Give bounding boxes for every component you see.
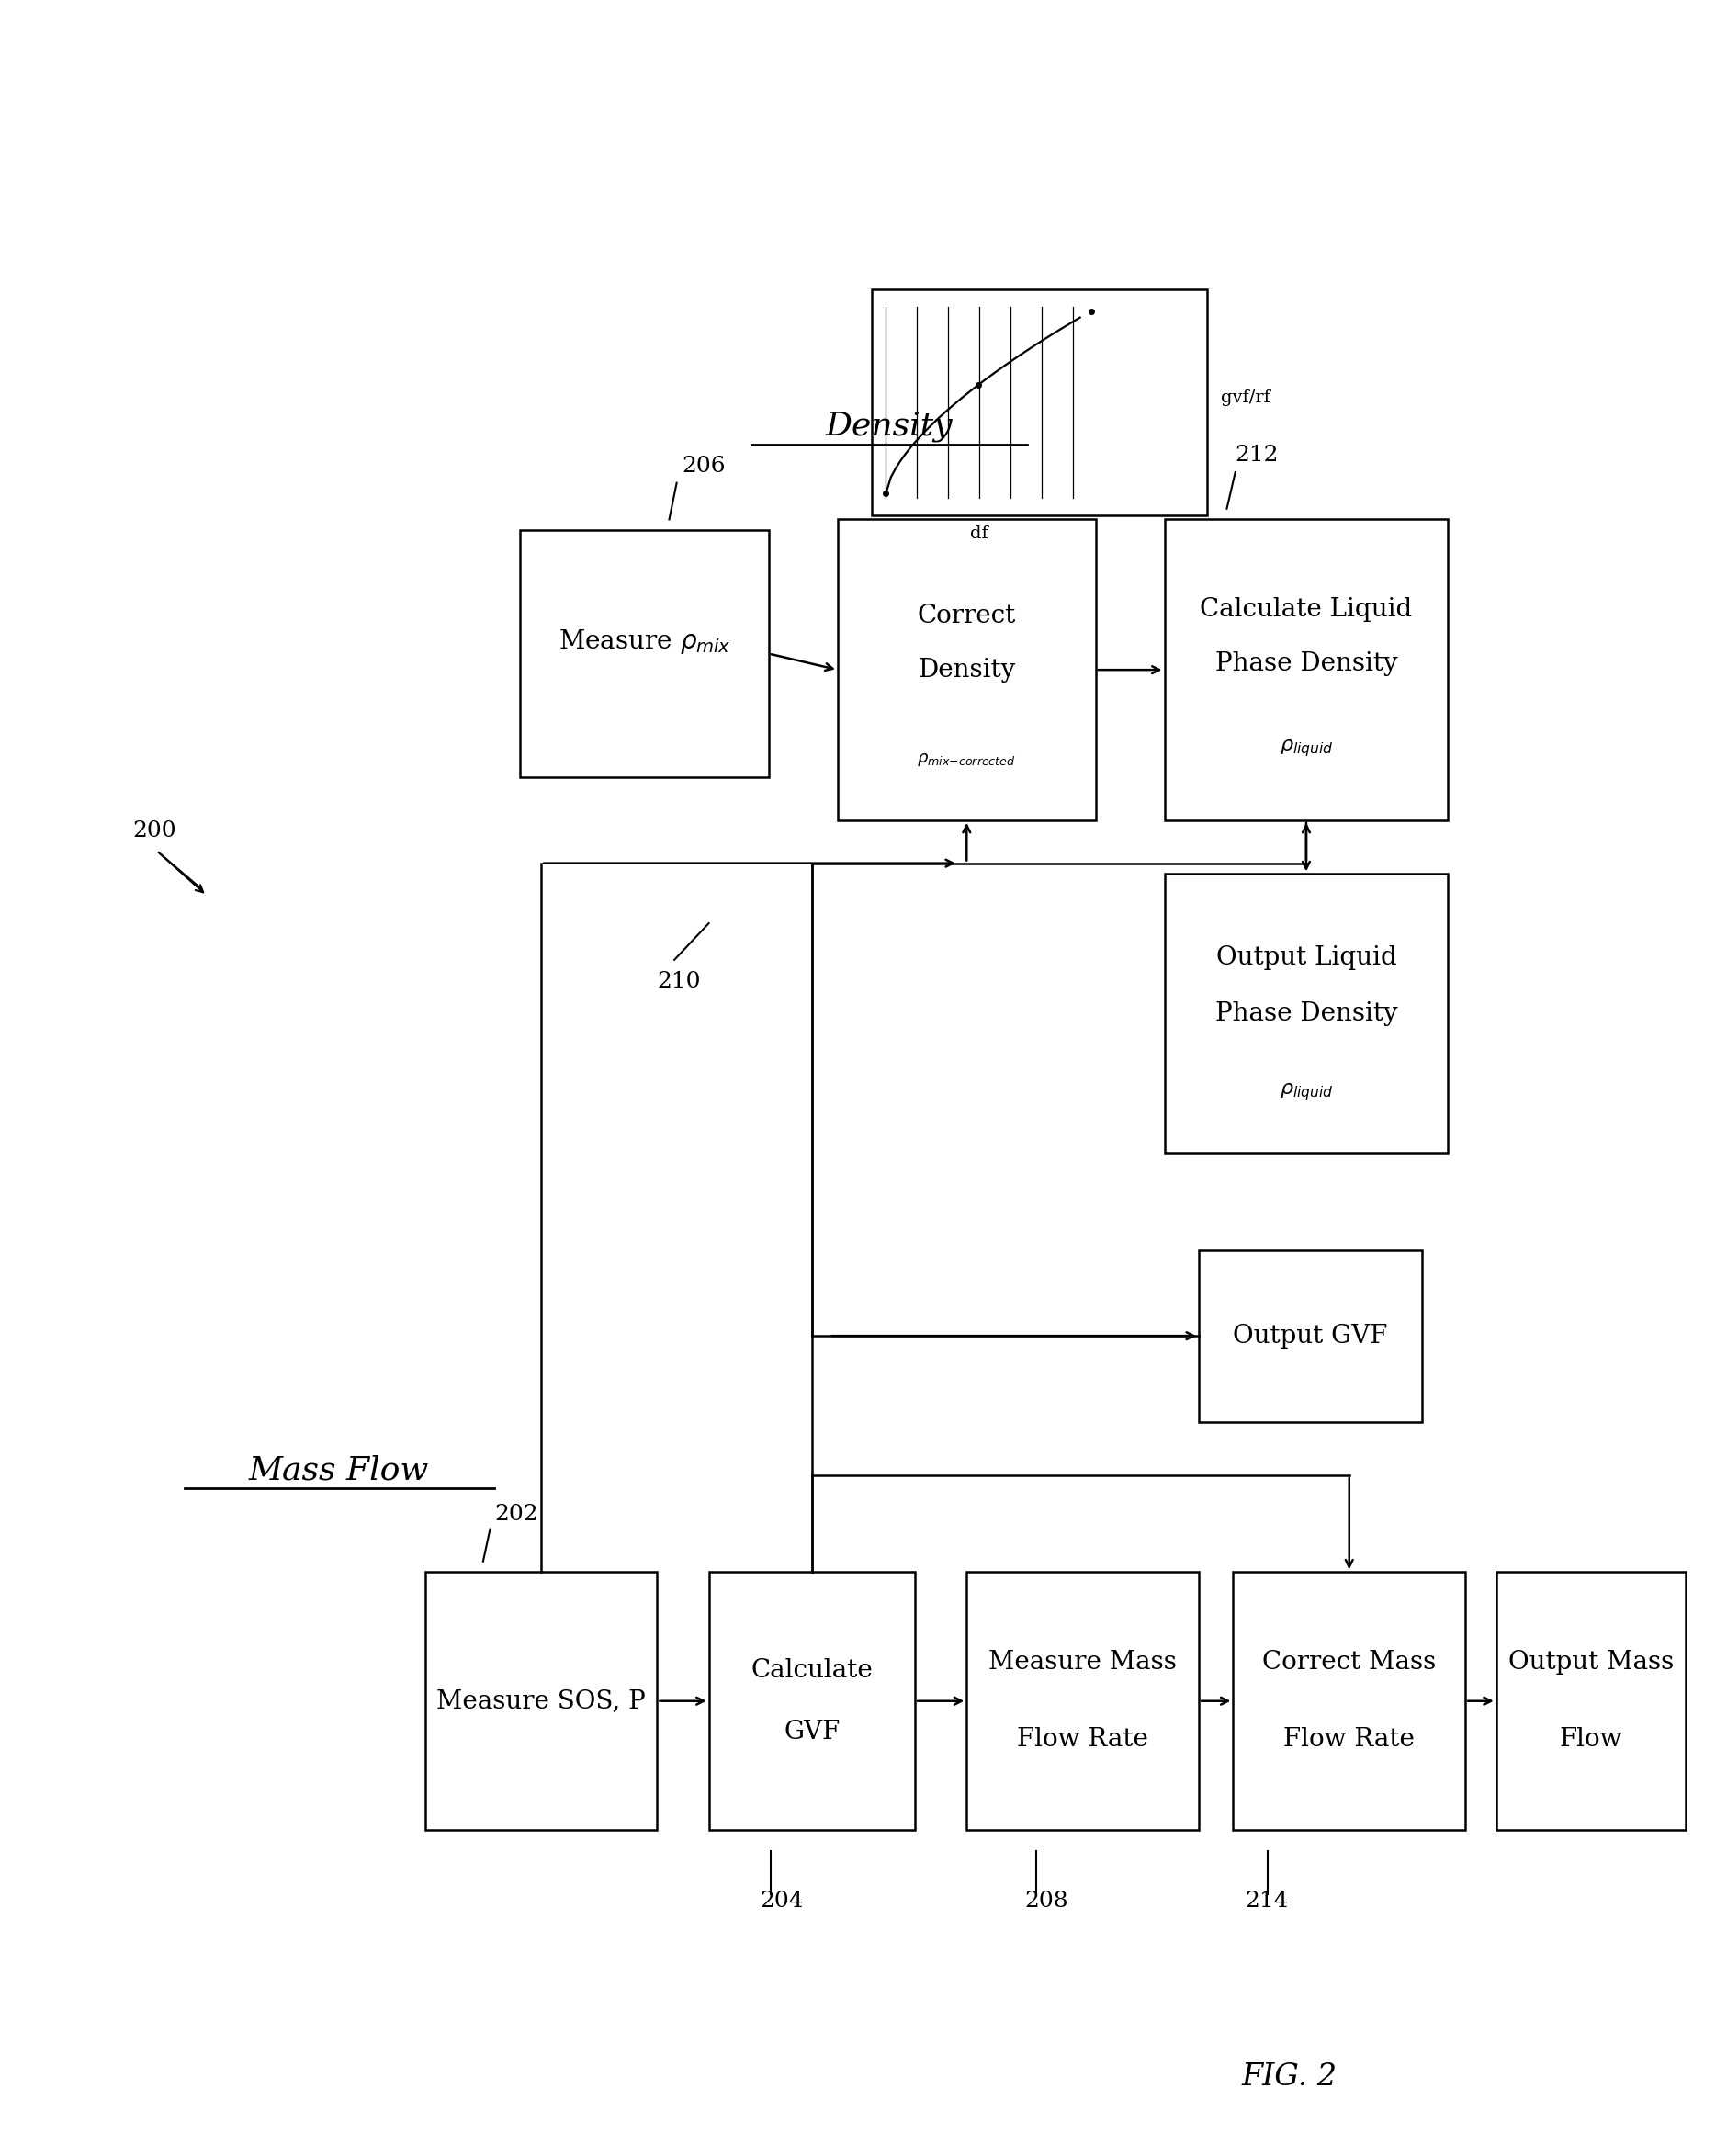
- Text: Mass Flow: Mass Flow: [249, 1455, 430, 1485]
- Text: Density: Density: [826, 412, 953, 442]
- Text: Phase Density: Phase Density: [1216, 651, 1397, 677]
- FancyBboxPatch shape: [708, 1572, 915, 1830]
- FancyBboxPatch shape: [1164, 873, 1447, 1153]
- FancyBboxPatch shape: [520, 530, 769, 776]
- Text: Flow Rate: Flow Rate: [1283, 1727, 1414, 1753]
- Text: FIG. 2: FIG. 2: [1242, 2063, 1337, 2091]
- Text: Output GVF: Output GVF: [1233, 1324, 1389, 1348]
- FancyBboxPatch shape: [1199, 1250, 1423, 1421]
- FancyBboxPatch shape: [1164, 520, 1447, 819]
- FancyBboxPatch shape: [425, 1572, 658, 1830]
- FancyBboxPatch shape: [1233, 1572, 1464, 1830]
- FancyBboxPatch shape: [838, 520, 1095, 819]
- Text: Correct Mass: Correct Mass: [1262, 1649, 1437, 1675]
- Text: 202: 202: [494, 1503, 539, 1524]
- Text: 214: 214: [1245, 1891, 1288, 1912]
- Text: Correct: Correct: [917, 604, 1015, 627]
- Text: df: df: [971, 526, 988, 543]
- FancyBboxPatch shape: [1496, 1572, 1686, 1830]
- Text: $\rho_{mix\mathrm{-}corrected}$: $\rho_{mix\mathrm{-}corrected}$: [917, 752, 1015, 768]
- Text: 206: 206: [682, 455, 725, 476]
- Text: Calculate: Calculate: [751, 1658, 872, 1682]
- Text: 200: 200: [133, 821, 176, 841]
- FancyBboxPatch shape: [967, 1572, 1199, 1830]
- Text: Output Mass: Output Mass: [1508, 1649, 1673, 1675]
- Text: Measure SOS, P: Measure SOS, P: [437, 1688, 646, 1714]
- Text: gvf/rf: gvf/rf: [1221, 390, 1271, 405]
- Text: Flow: Flow: [1559, 1727, 1622, 1753]
- Text: GVF: GVF: [784, 1720, 839, 1744]
- Text: $\rho_{liquid}$: $\rho_{liquid}$: [1280, 1082, 1333, 1102]
- Text: $\rho_{liquid}$: $\rho_{liquid}$: [1280, 737, 1333, 759]
- Text: 212: 212: [1235, 444, 1280, 466]
- Text: 208: 208: [1024, 1891, 1069, 1912]
- Text: Phase Density: Phase Density: [1216, 1000, 1397, 1026]
- Text: Measure $\rho_{mix}$: Measure $\rho_{mix}$: [558, 627, 731, 655]
- Text: Density: Density: [917, 658, 1015, 681]
- Text: Calculate Liquid: Calculate Liquid: [1200, 597, 1413, 623]
- Text: Flow Rate: Flow Rate: [1017, 1727, 1148, 1753]
- Text: 210: 210: [658, 970, 701, 992]
- FancyBboxPatch shape: [872, 289, 1207, 515]
- Text: 204: 204: [760, 1891, 805, 1912]
- Text: Measure Mass: Measure Mass: [988, 1649, 1176, 1675]
- Text: Output Liquid: Output Liquid: [1216, 944, 1397, 970]
